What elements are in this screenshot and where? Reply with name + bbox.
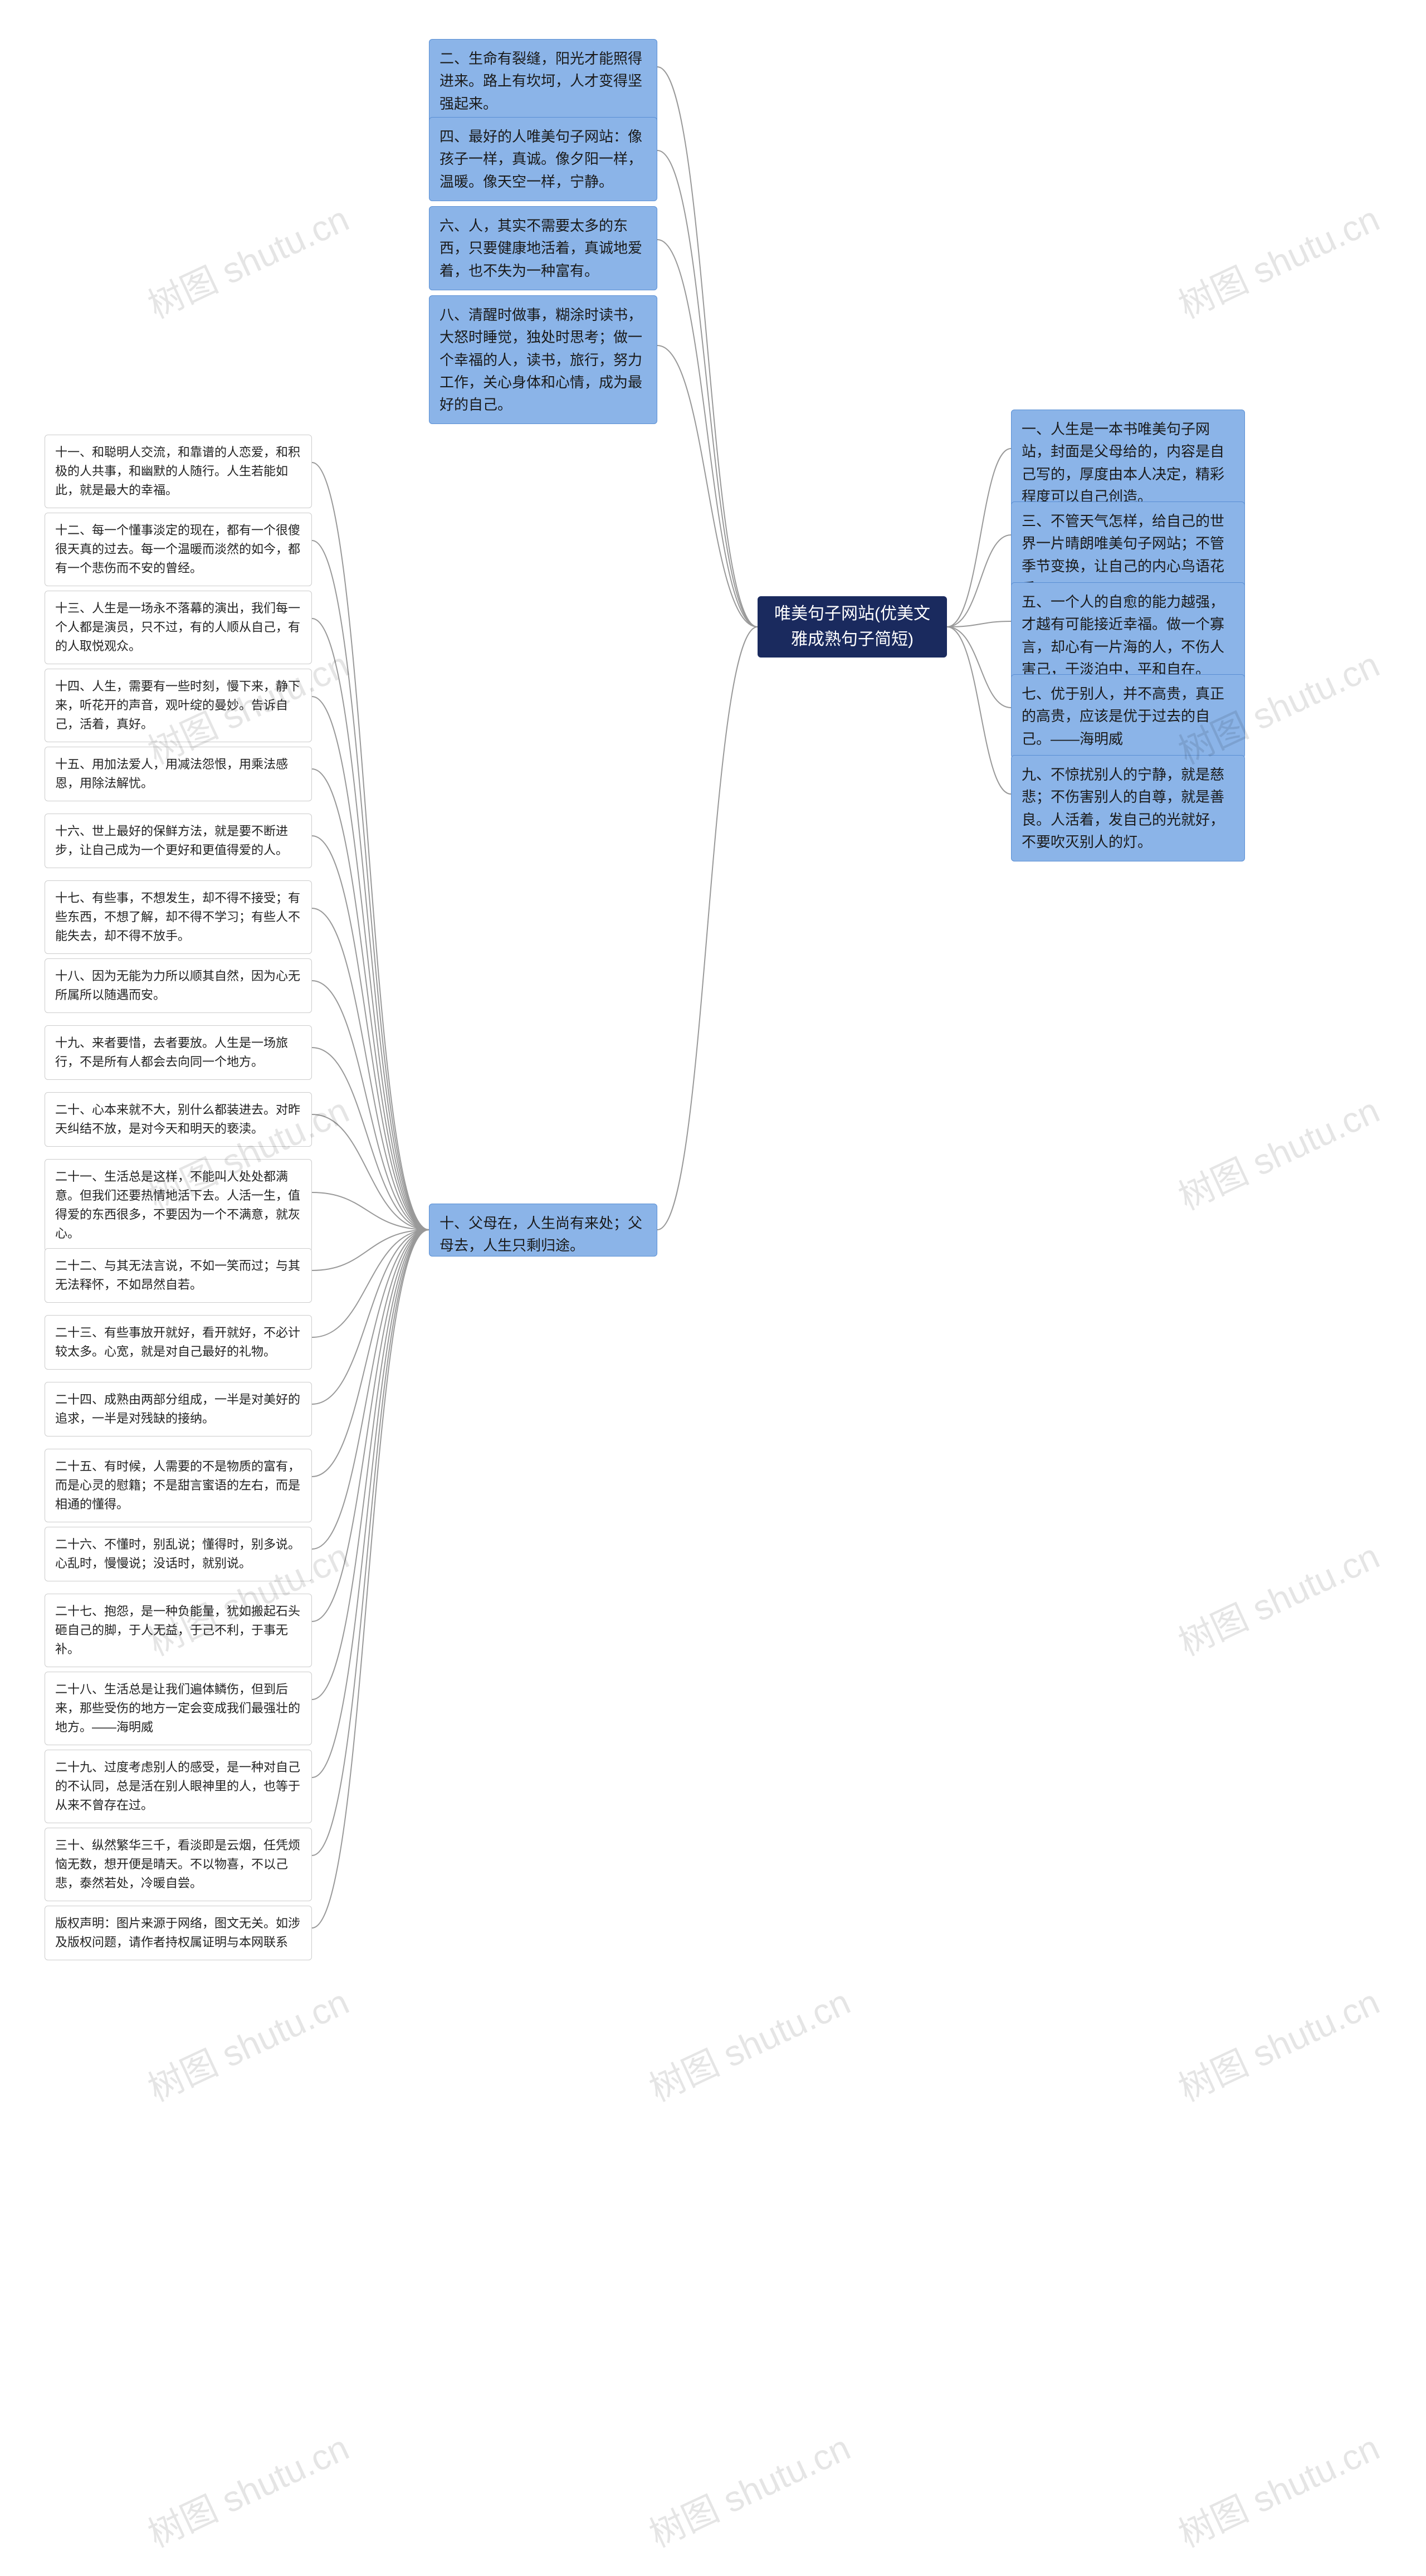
left-top-branch-0[interactable]: 二、生命有裂缝，阳光才能照得进来。路上有坎坷，人才变得坚强起来。 xyxy=(429,39,657,123)
right-branch-4[interactable]: 九、不惊扰别人的宁静，就是慈悲；不伤害别人的自尊，就是善良。人活着，发自己的光就… xyxy=(1011,755,1245,861)
left-sub-branch-2[interactable]: 十三、人生是一场永不落幕的演出，我们每一个人都是演员，只不过，有的人顺从自己，有… xyxy=(45,591,312,664)
watermark: 树图 shutu.cn xyxy=(1169,1974,1386,2111)
left-sub-branch-20[interactable]: 版权声明：图片来源于网络，图文无关。如涉及版权问题，请作者持权属证明与本网联系 xyxy=(45,1906,312,1960)
watermark: 树图 shutu.cn xyxy=(139,2419,356,2557)
left-sub-branch-9[interactable]: 二十、心本来就不大，别什么都装进去。对昨天纠结不放，是对今天和明天的亵渎。 xyxy=(45,1092,312,1147)
left-sub-branch-19[interactable]: 三十、纵然繁华三千，看淡即是云烟，任凭烦恼无数，想开便是晴天。不以物喜，不以己悲… xyxy=(45,1828,312,1901)
watermark: 树图 shutu.cn xyxy=(139,191,356,328)
right-branch-2[interactable]: 五、一个人的自愈的能力越强，才越有可能接近幸福。做一个寡言，却心有一片海的人，不… xyxy=(1011,582,1245,689)
left-sub-branch-4[interactable]: 十五、用加法爱人，用减法怨恨，用乘法感恩，用除法解忧。 xyxy=(45,747,312,801)
left-sub-branch-12[interactable]: 二十三、有些事放开就好，看开就好，不必计较太多。心宽，就是对自己最好的礼物。 xyxy=(45,1315,312,1370)
left-sub-branch-1[interactable]: 十二、每一个懂事淡定的现在，都有一个很傻很天真的过去。每一个温暖而淡然的如今，都… xyxy=(45,513,312,586)
left-sub-branch-18[interactable]: 二十九、过度考虑别人的感受，是一种对自己的不认同，总是活在别人眼神里的人，也等于… xyxy=(45,1750,312,1823)
left-sub-branch-16[interactable]: 二十七、抱怨，是一种负能量，犹如搬起石头砸自己的脚，于人无益，于己不利，于事无补… xyxy=(45,1594,312,1667)
watermark: 树图 shutu.cn xyxy=(1169,2419,1386,2557)
left-sub-branch-3[interactable]: 十四、人生，需要有一些时刻，慢下来，静下来，听花开的声音，观叶绽的曼妙。告诉自己… xyxy=(45,669,312,742)
left-sub-branch-13[interactable]: 二十四、成熟由两部分组成，一半是对美好的追求，一半是对残缺的接纳。 xyxy=(45,1382,312,1436)
left-sub-branch-8[interactable]: 十九、来者要惜，去者要放。人生是一场旅行，不是所有人都会去向同一个地方。 xyxy=(45,1025,312,1080)
watermark: 树图 shutu.cn xyxy=(139,1974,356,2111)
right-branch-0[interactable]: 一、人生是一本书唯美句子网站，封面是父母给的，内容是自己写的，厚度由本人决定，精… xyxy=(1011,410,1245,516)
left-sub-branch-6[interactable]: 十七、有些事，不想发生，却不得不接受；有些东西，不想了解，却不得不学习；有些人不… xyxy=(45,880,312,954)
left-branch-ten[interactable]: 十、父母在，人生尚有来处；父母去，人生只剩归途。 xyxy=(429,1204,657,1257)
mindmap-canvas: 唯美句子网站(优美文雅成熟句子简短) 一、人生是一本书唯美句子网站，封面是父母给… xyxy=(0,0,1426,2576)
left-top-branch-2[interactable]: 六、人，其实不需要太多的东西，只要健康地活着，真诚地爱着，也不失为一种富有。 xyxy=(429,206,657,290)
left-sub-branch-17[interactable]: 二十八、生活总是让我们遍体鳞伤，但到后来，那些受伤的地方一定会变成我们最强壮的地… xyxy=(45,1672,312,1745)
root-node[interactable]: 唯美句子网站(优美文雅成熟句子简短) xyxy=(758,596,947,658)
watermark: 树图 shutu.cn xyxy=(1169,1528,1386,1666)
watermark: 树图 shutu.cn xyxy=(640,1974,857,2111)
right-branch-3[interactable]: 七、优于别人，并不高贵，真正的高贵，应该是优于过去的自己。——海明威 xyxy=(1011,674,1245,758)
watermark: 树图 shutu.cn xyxy=(1169,191,1386,328)
left-top-branch-1[interactable]: 四、最好的人唯美句子网站：像孩子一样，真诚。像夕阳一样，温暖。像天空一样，宁静。 xyxy=(429,117,657,201)
left-sub-branch-0[interactable]: 十一、和聪明人交流，和靠谱的人恋爱，和积极的人共事，和幽默的人随行。人生若能如此… xyxy=(45,435,312,508)
left-top-branch-3[interactable]: 八、清醒时做事，糊涂时读书，大怒时睡觉，独处时思考；做一个幸福的人，读书，旅行，… xyxy=(429,295,657,424)
watermark: 树图 shutu.cn xyxy=(1169,1082,1386,1220)
left-sub-branch-11[interactable]: 二十二、与其无法言说，不如一笑而过；与其无法释怀，不如昂然自若。 xyxy=(45,1248,312,1303)
left-sub-branch-7[interactable]: 十八、因为无能为力所以顺其自然，因为心无所属所以随遇而安。 xyxy=(45,958,312,1013)
left-sub-branch-15[interactable]: 二十六、不懂时，别乱说；懂得时，别多说。心乱时，慢慢说；没话时，就别说。 xyxy=(45,1527,312,1581)
left-sub-branch-14[interactable]: 二十五、有时候，人需要的不是物质的富有，而是心灵的慰籍；不是甜言蜜语的左右，而是… xyxy=(45,1449,312,1522)
watermark: 树图 shutu.cn xyxy=(640,2419,857,2557)
left-sub-branch-5[interactable]: 十六、世上最好的保鲜方法，就是要不断进步，让自己成为一个更好和更值得爱的人。 xyxy=(45,814,312,868)
left-sub-branch-10[interactable]: 二十一、生活总是这样，不能叫人处处都满意。但我们还要热情地活下去。人活一生，值得… xyxy=(45,1159,312,1252)
